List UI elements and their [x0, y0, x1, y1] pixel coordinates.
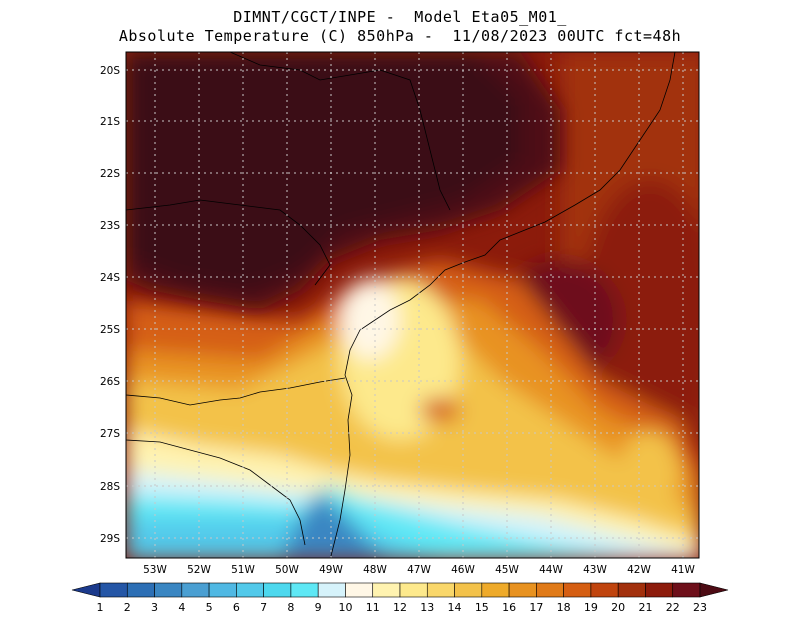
lat-label: 21S — [100, 116, 120, 128]
colorbar-segment — [454, 582, 483, 598]
colorbar-label: 16 — [502, 601, 516, 614]
longitude-labels: 53W 52W 51W 50W 49W 48W 47W 46W 45W 44W … — [143, 564, 695, 576]
colorbar-label: 12 — [393, 601, 407, 614]
lon-label: 43W — [583, 564, 607, 576]
lon-label: 50W — [275, 564, 299, 576]
colorbar-segment — [290, 582, 319, 598]
colorbar-segment — [672, 582, 701, 598]
colorbar-segment — [154, 582, 183, 598]
colorbar-arrow-low — [71, 582, 101, 598]
colorbar-segment — [508, 582, 537, 598]
grid-lines — [126, 52, 699, 558]
colorbar-label: 9 — [315, 601, 322, 614]
lon-label: 52W — [187, 564, 211, 576]
colorbar-label: 13 — [420, 601, 434, 614]
lon-label: 51W — [231, 564, 255, 576]
colorbar-segment — [426, 582, 455, 598]
coastline — [126, 52, 676, 558]
chart-title-line1: DIMNT/CGCT/INPE - Model Eta05_M01_ — [233, 8, 567, 26]
lon-label: 49W — [319, 564, 343, 576]
colorbar-label: 18 — [557, 601, 571, 614]
colorbar-label: 7 — [260, 601, 267, 614]
colorbar-segment — [536, 582, 564, 598]
colorbar-label: 6 — [233, 601, 240, 614]
colorbar-label: 8 — [287, 601, 294, 614]
colorbar-arrow-high — [699, 582, 729, 598]
colorbar-label: 11 — [366, 601, 380, 614]
colorbar-segment — [317, 582, 346, 598]
colorbar-label: 14 — [448, 601, 462, 614]
colorbar-label: 3 — [151, 601, 158, 614]
colorbar-label: 22 — [666, 601, 680, 614]
colorbar-segment — [481, 582, 510, 598]
lat-label: 24S — [100, 272, 120, 284]
lat-label: 27S — [100, 428, 120, 440]
colorbar-label: 1 — [97, 601, 104, 614]
lat-label: 29S — [100, 533, 120, 545]
colorbar-label: 20 — [611, 601, 625, 614]
colorbar-segment — [99, 582, 128, 598]
lon-label: 47W — [407, 564, 431, 576]
lon-label: 46W — [451, 564, 475, 576]
lon-label: 53W — [143, 564, 167, 576]
map-frame — [125, 51, 700, 559]
colorbar-label: 10 — [338, 601, 352, 614]
latitude-labels: 20S 21S 22S 23S 24S 25S 26S 27S 28S 29S — [100, 65, 120, 545]
colorbar-segment — [645, 582, 674, 598]
lon-label: 44W — [539, 564, 563, 576]
lat-label: 28S — [100, 481, 120, 493]
colorbar-segment — [126, 582, 155, 598]
temperature-field — [126, 52, 699, 558]
chart-title-line2: Absolute Temperature (C) 850hPa - 11/08/… — [118, 27, 682, 45]
lon-label: 45W — [495, 564, 519, 576]
colorbar-segment — [263, 582, 292, 598]
colorbar-segment — [617, 582, 646, 598]
colorbar-label: 19 — [584, 601, 598, 614]
lat-label: 22S — [100, 168, 120, 180]
colorbar-segment — [399, 582, 428, 598]
colorbar-segment — [345, 582, 374, 598]
colorbar-label: 23 — [693, 601, 707, 614]
colorbar-segment — [208, 582, 237, 598]
lat-label: 25S — [100, 324, 120, 336]
colorbar-label: 17 — [529, 601, 543, 614]
colorbar-segment — [181, 582, 210, 598]
colorbar-label: 5 — [206, 601, 213, 614]
lat-label: 23S — [100, 220, 120, 232]
colorbar-segment — [563, 582, 592, 598]
lon-label: 41W — [671, 564, 695, 576]
lat-label: 26S — [100, 376, 120, 388]
lat-label: 20S — [100, 65, 120, 77]
lon-label: 42W — [627, 564, 651, 576]
lon-label: 48W — [363, 564, 387, 576]
colorbar-label: 21 — [638, 601, 652, 614]
colorbar-segment — [372, 582, 401, 598]
colorbar-label: 4 — [178, 601, 185, 614]
colorbar-segment — [590, 582, 619, 598]
colorbar: 1 2 3 4 5 6 7 8 9 10 11 12 13 14 15 16 17 18 19 20 21 22 23 — [71, 582, 729, 614]
colorbar-segment — [236, 582, 264, 598]
colorbar-label: 2 — [124, 601, 131, 614]
colorbar-label: 15 — [475, 601, 489, 614]
